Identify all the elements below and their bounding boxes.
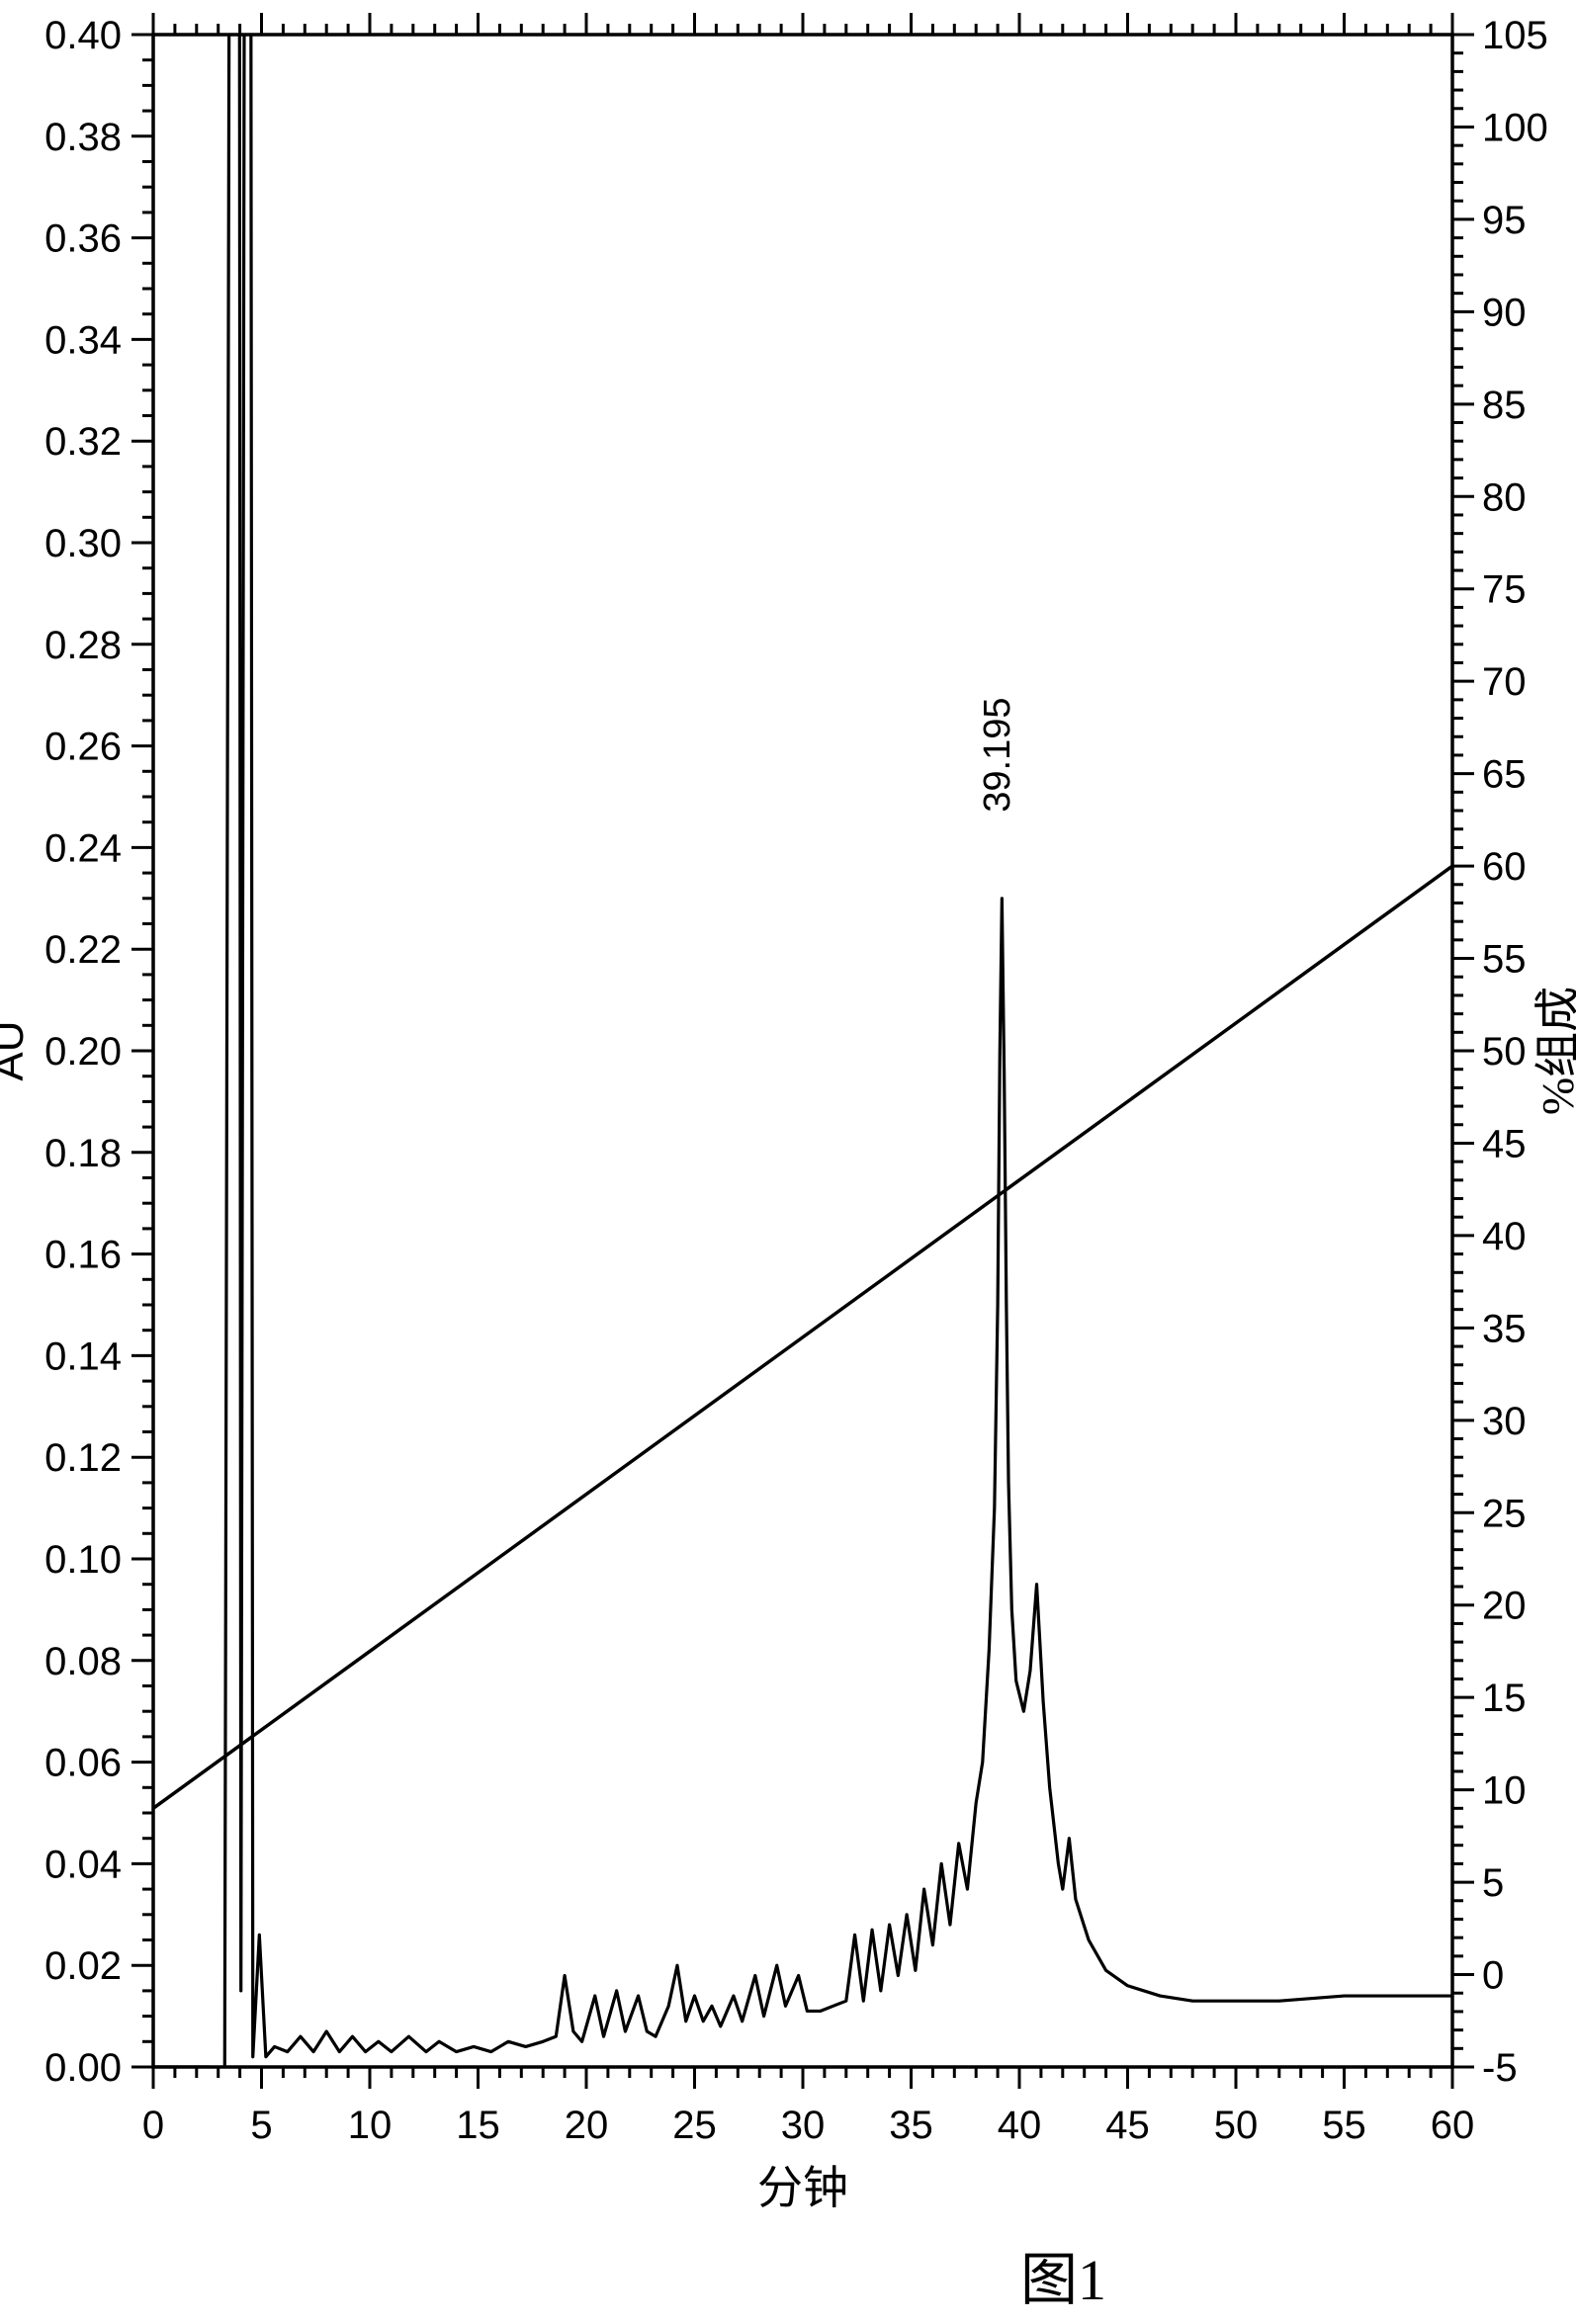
svg-text:0.12: 0.12	[44, 1436, 122, 1480]
svg-text:35: 35	[889, 2104, 933, 2147]
svg-text:30: 30	[1482, 1400, 1527, 1443]
svg-text:85: 85	[1482, 384, 1527, 427]
svg-text:0.02: 0.02	[44, 1944, 122, 1988]
svg-text:10: 10	[348, 2104, 393, 2147]
svg-text:0.26: 0.26	[44, 726, 122, 769]
svg-text:20: 20	[565, 2104, 609, 2147]
svg-text:60: 60	[1431, 2104, 1475, 2147]
svg-text:15: 15	[456, 2104, 500, 2147]
svg-text:0.18: 0.18	[44, 1132, 122, 1175]
svg-text:55: 55	[1322, 2104, 1366, 2147]
svg-text:0.16: 0.16	[44, 1234, 122, 1277]
svg-text:20: 20	[1482, 1585, 1527, 1628]
svg-text:40: 40	[998, 2104, 1042, 2147]
svg-text:25: 25	[672, 2104, 717, 2147]
svg-text:0.32: 0.32	[44, 420, 122, 464]
svg-text:0.06: 0.06	[44, 1742, 122, 1785]
svg-text:0.40: 0.40	[44, 14, 122, 57]
svg-text:75: 75	[1482, 568, 1527, 612]
svg-text:0.14: 0.14	[44, 1334, 122, 1378]
svg-text:65: 65	[1482, 753, 1527, 797]
svg-text:80: 80	[1482, 475, 1527, 519]
svg-text:分钟: 分钟	[757, 2163, 848, 2213]
svg-text:10: 10	[1482, 1769, 1527, 1813]
svg-text:0.00: 0.00	[44, 2046, 122, 2090]
svg-text:25: 25	[1482, 1492, 1527, 1535]
svg-text:0.22: 0.22	[44, 928, 122, 972]
svg-text:105: 105	[1482, 14, 1548, 57]
svg-text:30: 30	[781, 2104, 826, 2147]
svg-text:5: 5	[250, 2104, 272, 2147]
svg-text:45: 45	[1105, 2104, 1150, 2147]
svg-text:0.20: 0.20	[44, 1030, 122, 1074]
svg-text:70: 70	[1482, 660, 1527, 704]
svg-text:0.38: 0.38	[44, 116, 122, 159]
svg-text:0: 0	[1482, 1954, 1504, 1998]
svg-text:0: 0	[142, 2104, 164, 2147]
svg-text:0.24: 0.24	[44, 826, 122, 870]
svg-text:0.36: 0.36	[44, 217, 122, 261]
svg-text:100: 100	[1482, 106, 1548, 149]
svg-text:50: 50	[1482, 1030, 1527, 1074]
svg-text:0.08: 0.08	[44, 1640, 122, 1683]
svg-text:5: 5	[1482, 1861, 1504, 1905]
figure-caption: 图1	[1020, 2233, 1106, 2316]
svg-text:95: 95	[1482, 199, 1527, 242]
svg-text:0.04: 0.04	[44, 1843, 122, 1886]
svg-text:45: 45	[1482, 1122, 1527, 1165]
svg-text:-5: -5	[1482, 2046, 1518, 2090]
figure-page: 0510152025303540455055600.000.020.040.06…	[0, 0, 1576, 2324]
svg-text:15: 15	[1482, 1677, 1527, 1720]
svg-text:50: 50	[1214, 2104, 1259, 2147]
svg-text:0.10: 0.10	[44, 1538, 122, 1582]
svg-text:0.30: 0.30	[44, 522, 122, 565]
svg-text:35: 35	[1482, 1307, 1527, 1350]
svg-text:55: 55	[1482, 938, 1527, 982]
svg-text:40: 40	[1482, 1215, 1527, 1258]
svg-text:60: 60	[1482, 845, 1527, 889]
svg-text:%组成: %组成	[1532, 987, 1576, 1115]
svg-text:39.195: 39.195	[977, 697, 1018, 812]
chromatogram-chart: 0510152025303540455055600.000.020.040.06…	[0, 0, 1576, 2324]
svg-text:0.34: 0.34	[44, 318, 122, 362]
svg-text:AU: AU	[0, 1020, 33, 1080]
svg-text:0.28: 0.28	[44, 624, 122, 667]
svg-text:90: 90	[1482, 291, 1527, 334]
